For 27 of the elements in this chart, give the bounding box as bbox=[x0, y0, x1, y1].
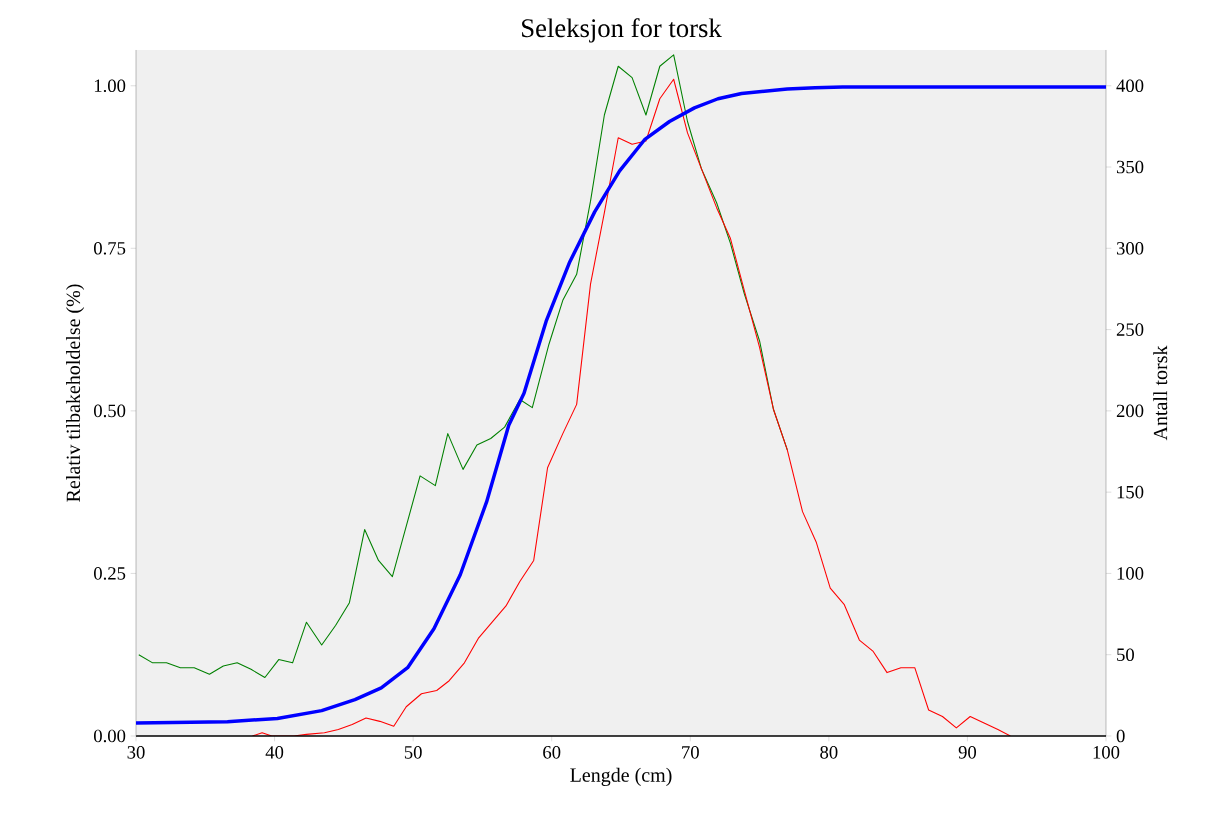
x-tick-label: 30 bbox=[127, 746, 145, 759]
y2-tick-label: 250 bbox=[1116, 323, 1144, 336]
x-tick-label: 50 bbox=[404, 746, 422, 759]
x-tick-label: 90 bbox=[958, 746, 977, 759]
y-axis-title: Relativ tilbakeholdelse (%) bbox=[66, 284, 85, 502]
y-tick-label: 0.25 bbox=[94, 567, 126, 580]
y2-axis-title: Antall torsk bbox=[1153, 345, 1168, 441]
y2-tick-label: 100 bbox=[1117, 567, 1144, 580]
y2-tick-label: 200 bbox=[1116, 404, 1144, 418]
y2-tick-label: 50 bbox=[1117, 648, 1134, 662]
x-tick-label: 80 bbox=[820, 746, 838, 759]
x-tick-label: 70 bbox=[682, 746, 699, 759]
y2-tick-label: 0 bbox=[1116, 729, 1125, 743]
y-tick-label: 1.00 bbox=[94, 79, 126, 93]
x-tick-label: 60 bbox=[543, 746, 561, 759]
y2-tick-label: 400 bbox=[1116, 79, 1144, 93]
y-tick-label: 0.00 bbox=[94, 729, 126, 743]
line-series bbox=[136, 85, 1106, 725]
x-tick-label: 100 bbox=[1093, 746, 1120, 759]
chart-title: Seleksjon for torsk bbox=[522, 18, 722, 43]
y-tick-label: 0.50 bbox=[94, 404, 126, 418]
y-tick-label: 0.75 bbox=[94, 241, 126, 255]
y2-tick-label: 150 bbox=[1117, 485, 1144, 499]
y2-tick-label: 300 bbox=[1116, 242, 1144, 255]
y2-tick-label: 350 bbox=[1116, 160, 1144, 174]
x-axis-title: Lengde (cm) bbox=[570, 767, 672, 786]
x-tick-label: 40 bbox=[265, 746, 284, 759]
